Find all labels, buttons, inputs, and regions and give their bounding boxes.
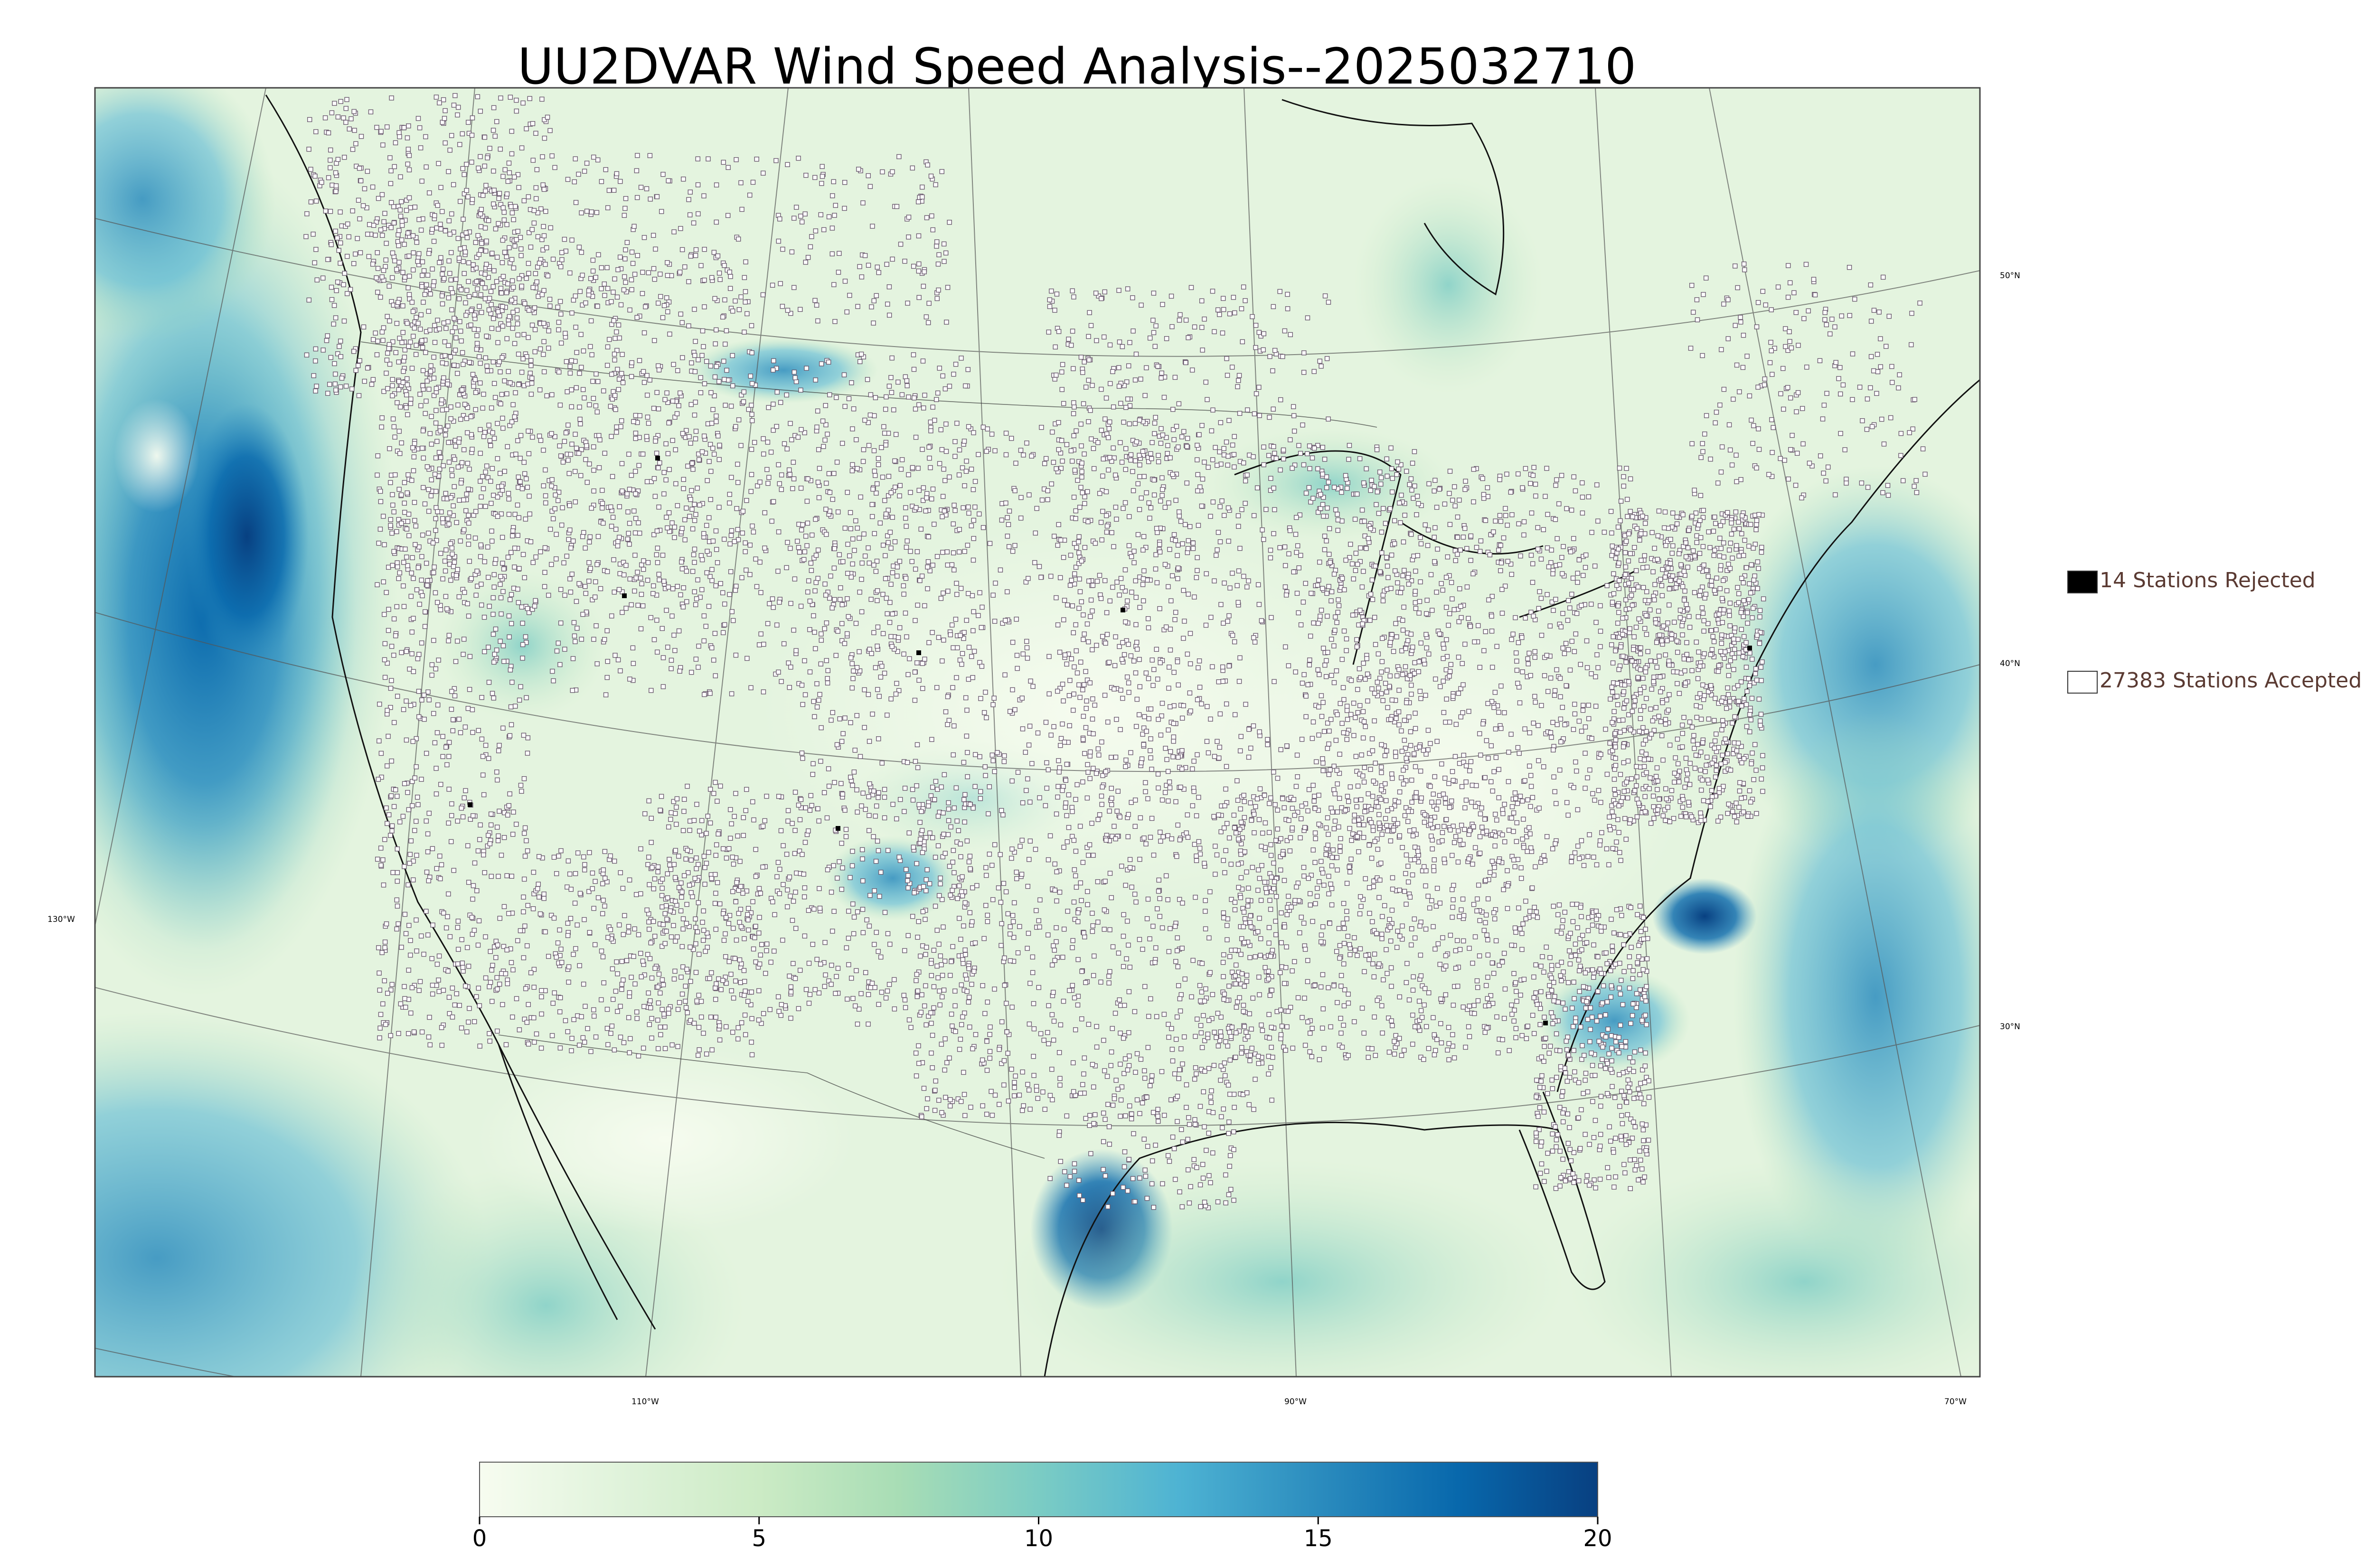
meridian-130w <box>95 88 266 926</box>
lon-label-70w: 70°W <box>1944 1397 1967 1407</box>
meridian-90w <box>1244 88 1297 1377</box>
colorbar-tick-label: 10 <box>1024 1525 1053 1552</box>
colorbar-gradient <box>479 1462 1598 1517</box>
meridian-110w <box>645 88 789 1377</box>
colorbar-tick-label: 15 <box>1304 1525 1333 1552</box>
lon-label-110w: 110°W <box>631 1397 659 1407</box>
colorbar-tick-label: 20 <box>1583 1525 1612 1552</box>
meridian-100w <box>968 88 1021 1377</box>
rejected-label: 14 Stations Rejected <box>2100 568 2316 592</box>
political-borders <box>360 341 1377 1159</box>
graticule-labels: 130°W 110°W 90°W 70°W 50°N 40°N 30°N <box>47 271 2020 1407</box>
lon-label-90w: 90°W <box>1284 1397 1307 1407</box>
gulf-coast <box>1044 1121 1558 1377</box>
meridian-70w <box>1709 88 1961 1377</box>
lat-label-50n: 50°N <box>2000 271 2020 281</box>
parallel-40n <box>95 612 1980 772</box>
chart-title: UU2DVAR Wind Speed Analysis--2025032710 <box>518 38 1636 95</box>
meridian-120w <box>360 88 475 1377</box>
accepted-marker <box>2067 671 2098 694</box>
lat-label-40n: 40°N <box>2000 659 2020 668</box>
lon-label-130w: 130°W <box>47 915 75 924</box>
lat-label-30n: 30°N <box>2000 1022 2020 1032</box>
colorbar-tick-label: 5 <box>752 1525 766 1552</box>
us-canada-border <box>360 341 1377 428</box>
accepted-label: 27383 Stations Accepted <box>2100 668 2362 693</box>
station-markers <box>303 93 1928 1211</box>
colorbar-tick-label: 0 <box>472 1525 487 1552</box>
us-mexico-border <box>498 1034 1045 1159</box>
west-coast <box>265 94 656 1330</box>
parallel-30n <box>95 987 1980 1127</box>
baja-peninsula <box>498 1044 618 1320</box>
florida <box>1518 1091 1606 1290</box>
hudson-bay <box>1281 99 1505 296</box>
station-legend: 14 Stations Rejected 27383 Stations Acce… <box>2067 568 2362 694</box>
map-frame <box>94 87 1981 1378</box>
colorbar-ticks: 0 5 10 15 20 <box>472 1517 1612 1552</box>
wind-speed-map[interactable] <box>0 57 2042 1505</box>
rejected-marker <box>2067 571 2098 593</box>
colorbar: 0 5 10 15 20 <box>472 1462 1612 1552</box>
